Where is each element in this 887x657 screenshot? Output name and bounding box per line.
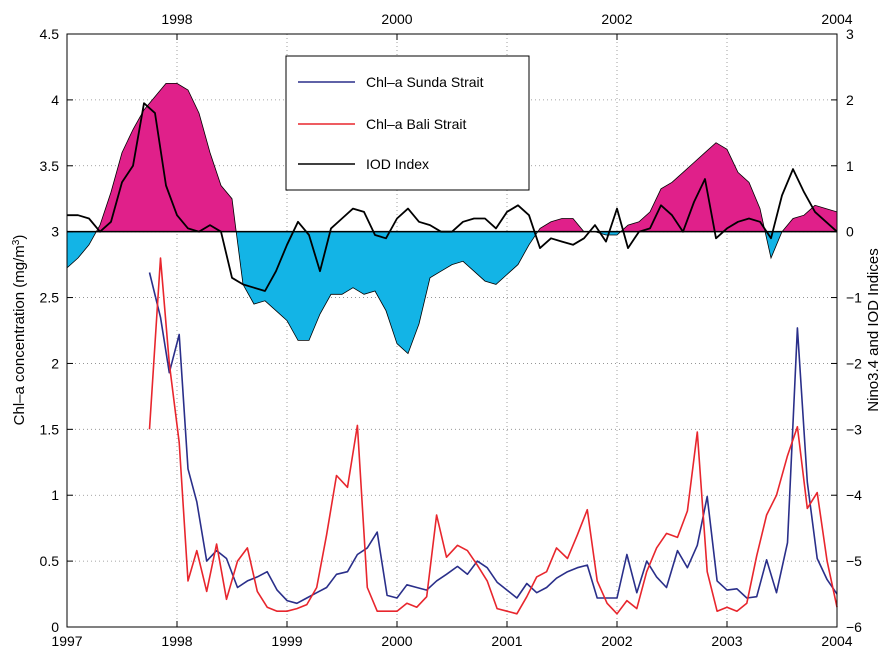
top-tick-label: 2000	[381, 11, 412, 27]
left-tick-label: 0.5	[40, 553, 60, 569]
left-axis-title-superscript: 3	[11, 239, 22, 245]
legend-label-bali: Chl–a Bali Strait	[366, 116, 466, 132]
bottom-tick-label: 1997	[51, 633, 82, 649]
right-tick-label: −2	[846, 355, 862, 371]
bottom-tick-label: 2004	[821, 633, 852, 649]
bottom-tick-label: 1999	[271, 633, 302, 649]
right-tick-label: 0	[846, 224, 854, 240]
legend-label-iod: IOD Index	[366, 156, 429, 172]
left-tick-label: 3.5	[40, 158, 60, 174]
right-axis-title: Nino3.4 and IOD Indices	[865, 248, 882, 411]
top-tick-label: 2004	[821, 11, 852, 27]
series-line-bali	[148, 257, 838, 615]
top-tick-label: 1998	[161, 11, 192, 27]
top-tick-label: 2002	[601, 11, 632, 27]
left-tick-label: 2	[51, 355, 59, 371]
left-axis-title: Chl–a concentration (mg/m3)	[11, 235, 29, 426]
legend-label-sunda: Chl–a Sunda Strait	[366, 74, 484, 90]
left-tick-label: 4.5	[40, 26, 60, 42]
right-tick-label: 1	[846, 158, 854, 174]
nino-positive-area	[95, 83, 237, 233]
right-tick-label: −5	[846, 553, 862, 569]
right-tick-label: −1	[846, 290, 862, 306]
bottom-tick-label: 2003	[711, 633, 742, 649]
left-tick-label: 3	[51, 224, 59, 240]
bottom-tick-label: 2000	[381, 633, 412, 649]
left-tick-label: 2.5	[40, 290, 60, 306]
nino-negative-area	[235, 231, 539, 355]
left-tick-label: 4	[51, 92, 59, 108]
right-tick-label: 3	[846, 26, 854, 42]
left-tick-label: 1.5	[40, 421, 60, 437]
right-tick-label: −6	[846, 619, 862, 635]
left-tick-label: 0	[51, 619, 59, 635]
legend-box	[285, 55, 530, 191]
series-lines	[67, 102, 838, 615]
legend: Chl–a Sunda Strait Chl–a Bali Strait IOD…	[285, 55, 530, 191]
bottom-tick-label: 1998	[161, 633, 192, 649]
plot-frame	[66, 33, 838, 628]
nino-fill-area	[66, 83, 838, 355]
series-line-iod	[67, 102, 838, 292]
nino-positive-area	[619, 142, 766, 233]
left-tick-label: 1	[51, 487, 59, 503]
bottom-tick-label: 2002	[601, 633, 632, 649]
right-tick-label: 2	[846, 92, 854, 108]
series-line-sunda	[148, 272, 838, 605]
plot-border	[66, 33, 838, 628]
right-tick-label: −4	[846, 487, 862, 503]
right-tick-label: −3	[846, 421, 862, 437]
bottom-tick-label: 2001	[491, 633, 522, 649]
